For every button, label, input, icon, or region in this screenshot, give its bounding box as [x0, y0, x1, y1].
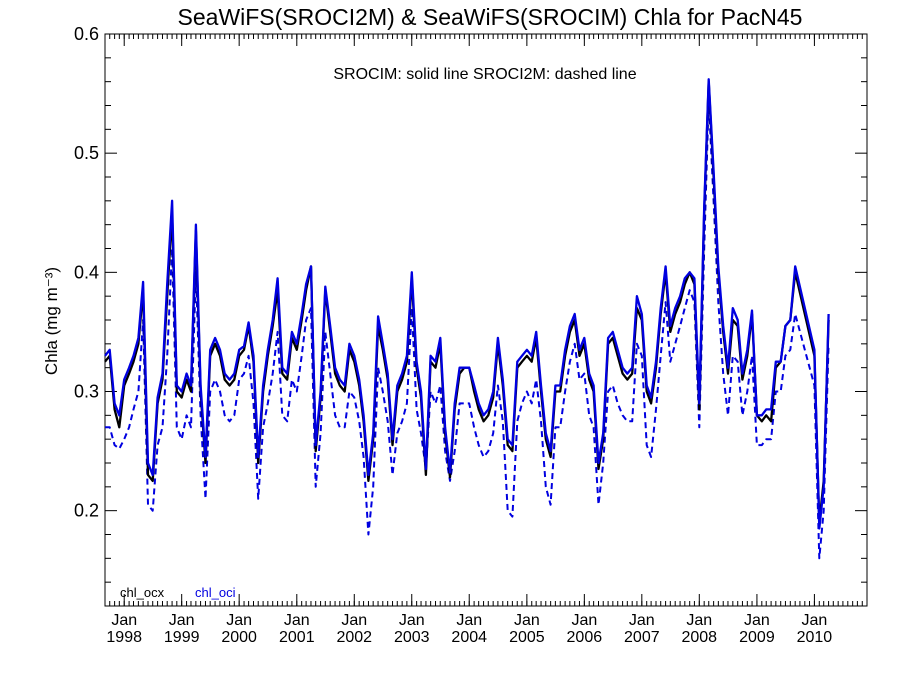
axes: 0.20.30.40.50.6Jan1998Jan1999Jan2000Jan2…: [74, 24, 868, 646]
x-tick-year-label: 2007: [624, 629, 660, 646]
y-tick-label: 0.4: [74, 262, 99, 282]
x-tick-month-label: Jan: [571, 612, 597, 629]
x-tick-year-label: 2003: [394, 629, 430, 646]
x-tick-month-label: Jan: [629, 612, 655, 629]
legend-entry-chl-oci: chl_oci: [195, 585, 236, 600]
x-tick-year-label: 2001: [279, 629, 315, 646]
x-tick-year-label: 2006: [567, 629, 603, 646]
x-tick-month-label: Jan: [456, 612, 482, 629]
x-tick-year-label: 2004: [451, 629, 487, 646]
legend: chl_ocx chl_oci: [120, 585, 236, 600]
x-tick-year-label: 2009: [739, 629, 775, 646]
x-tick-year-label: 1999: [164, 629, 200, 646]
x-tick-month-label: Jan: [284, 612, 310, 629]
legend-entry-chl-ocx: chl_ocx: [120, 585, 165, 600]
y-axis-label: Chla (mg m⁻³): [42, 267, 61, 375]
series-line-dashed: [105, 98, 830, 560]
y-tick-label: 0.2: [74, 501, 99, 521]
x-tick-year-label: 2000: [221, 629, 257, 646]
x-tick-month-label: Jan: [341, 612, 367, 629]
x-tick-month-label: Jan: [226, 612, 252, 629]
series-line-chl-oci: [104, 78, 830, 530]
y-tick-label: 0.6: [74, 24, 99, 44]
x-tick-month-label: Jan: [111, 612, 137, 629]
x-tick-month-label: Jan: [744, 612, 770, 629]
x-tick-month-label: Jan: [514, 612, 540, 629]
series-layer: [104, 78, 830, 560]
x-tick-month-label: Jan: [802, 612, 828, 629]
y-tick-label: 0.5: [74, 143, 99, 163]
x-tick-month-label: Jan: [399, 612, 425, 629]
x-tick-year-label: 2002: [336, 629, 372, 646]
x-tick-year-label: 2010: [797, 629, 833, 646]
x-tick-year-label: 2008: [681, 629, 717, 646]
x-tick-year-label: 2005: [509, 629, 545, 646]
x-tick-month-label: Jan: [686, 612, 712, 629]
x-tick-year-label: 1998: [106, 629, 142, 646]
chart-title: SeaWiFS(SROCI2M) & SeaWiFS(SROCIM) Chla …: [178, 4, 803, 30]
y-tick-label: 0.3: [74, 382, 99, 402]
line-style-annotation: SROCIM: solid line SROCI2M: dashed line: [333, 66, 636, 83]
x-tick-month-label: Jan: [169, 612, 195, 629]
